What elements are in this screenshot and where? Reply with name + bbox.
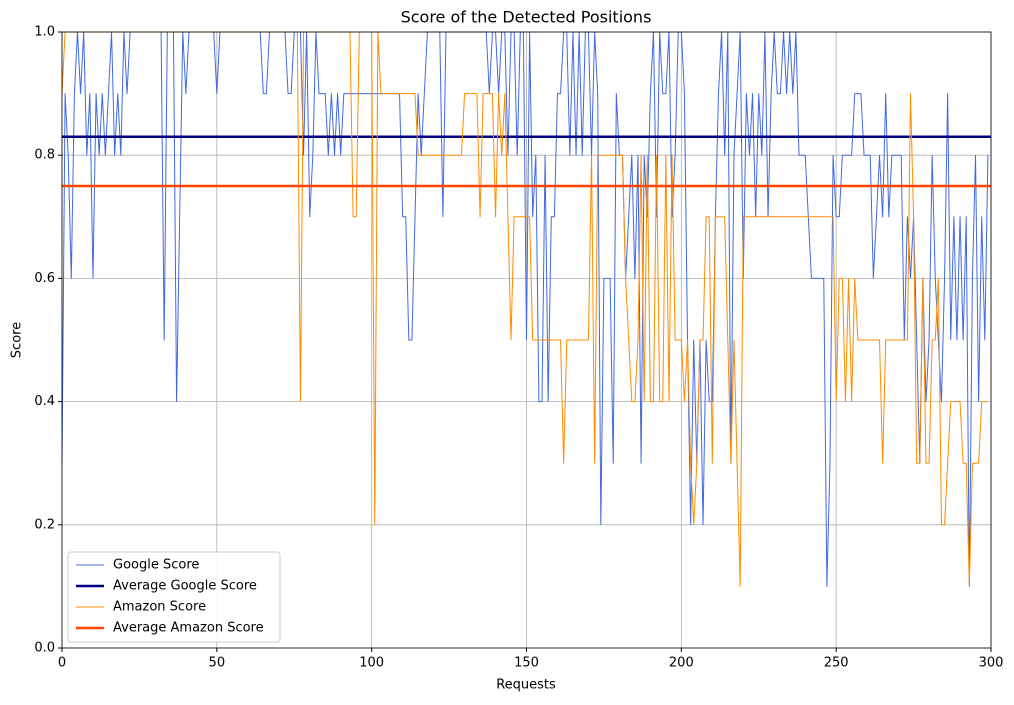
x-axis-label: Requests xyxy=(496,678,556,693)
chart-title: Score of the Detected Positions xyxy=(401,8,652,27)
legend: Google Score Average Google Score Amazon S… xyxy=(67,551,281,643)
y-tick-label: 0.8 xyxy=(34,148,55,163)
legend-box xyxy=(67,551,281,643)
y-tick-label: 0.0 xyxy=(34,641,55,656)
x-tick-label: 50 xyxy=(209,656,226,671)
x-tick-label: 0 xyxy=(58,656,66,671)
x-tick-label: 250 xyxy=(824,656,849,671)
legend-label: Amazon Score xyxy=(113,600,206,615)
x-tick-label: 100 xyxy=(359,656,384,671)
x-tick-label: 150 xyxy=(514,656,539,671)
legend-label: Average Amazon Score xyxy=(113,621,264,636)
y-tick-label: 0.4 xyxy=(34,394,55,409)
y-tick-label: 1.0 xyxy=(34,25,55,40)
y-tick-label: 0.6 xyxy=(34,271,55,286)
axes: 0 50 100 150 200 250 300 0.0 0.2 0.4 0.6 0.8 1.0 xyxy=(34,25,1003,671)
y-axis-label: Score xyxy=(10,322,25,358)
x-tick-label: 200 xyxy=(669,656,694,671)
legend-label: Average Google Score xyxy=(113,579,257,594)
legend-label: Google Score xyxy=(113,558,199,573)
plot-frame xyxy=(61,31,992,649)
y-tick-label: 0.2 xyxy=(34,517,55,532)
x-tick-label: 300 xyxy=(979,656,1004,671)
